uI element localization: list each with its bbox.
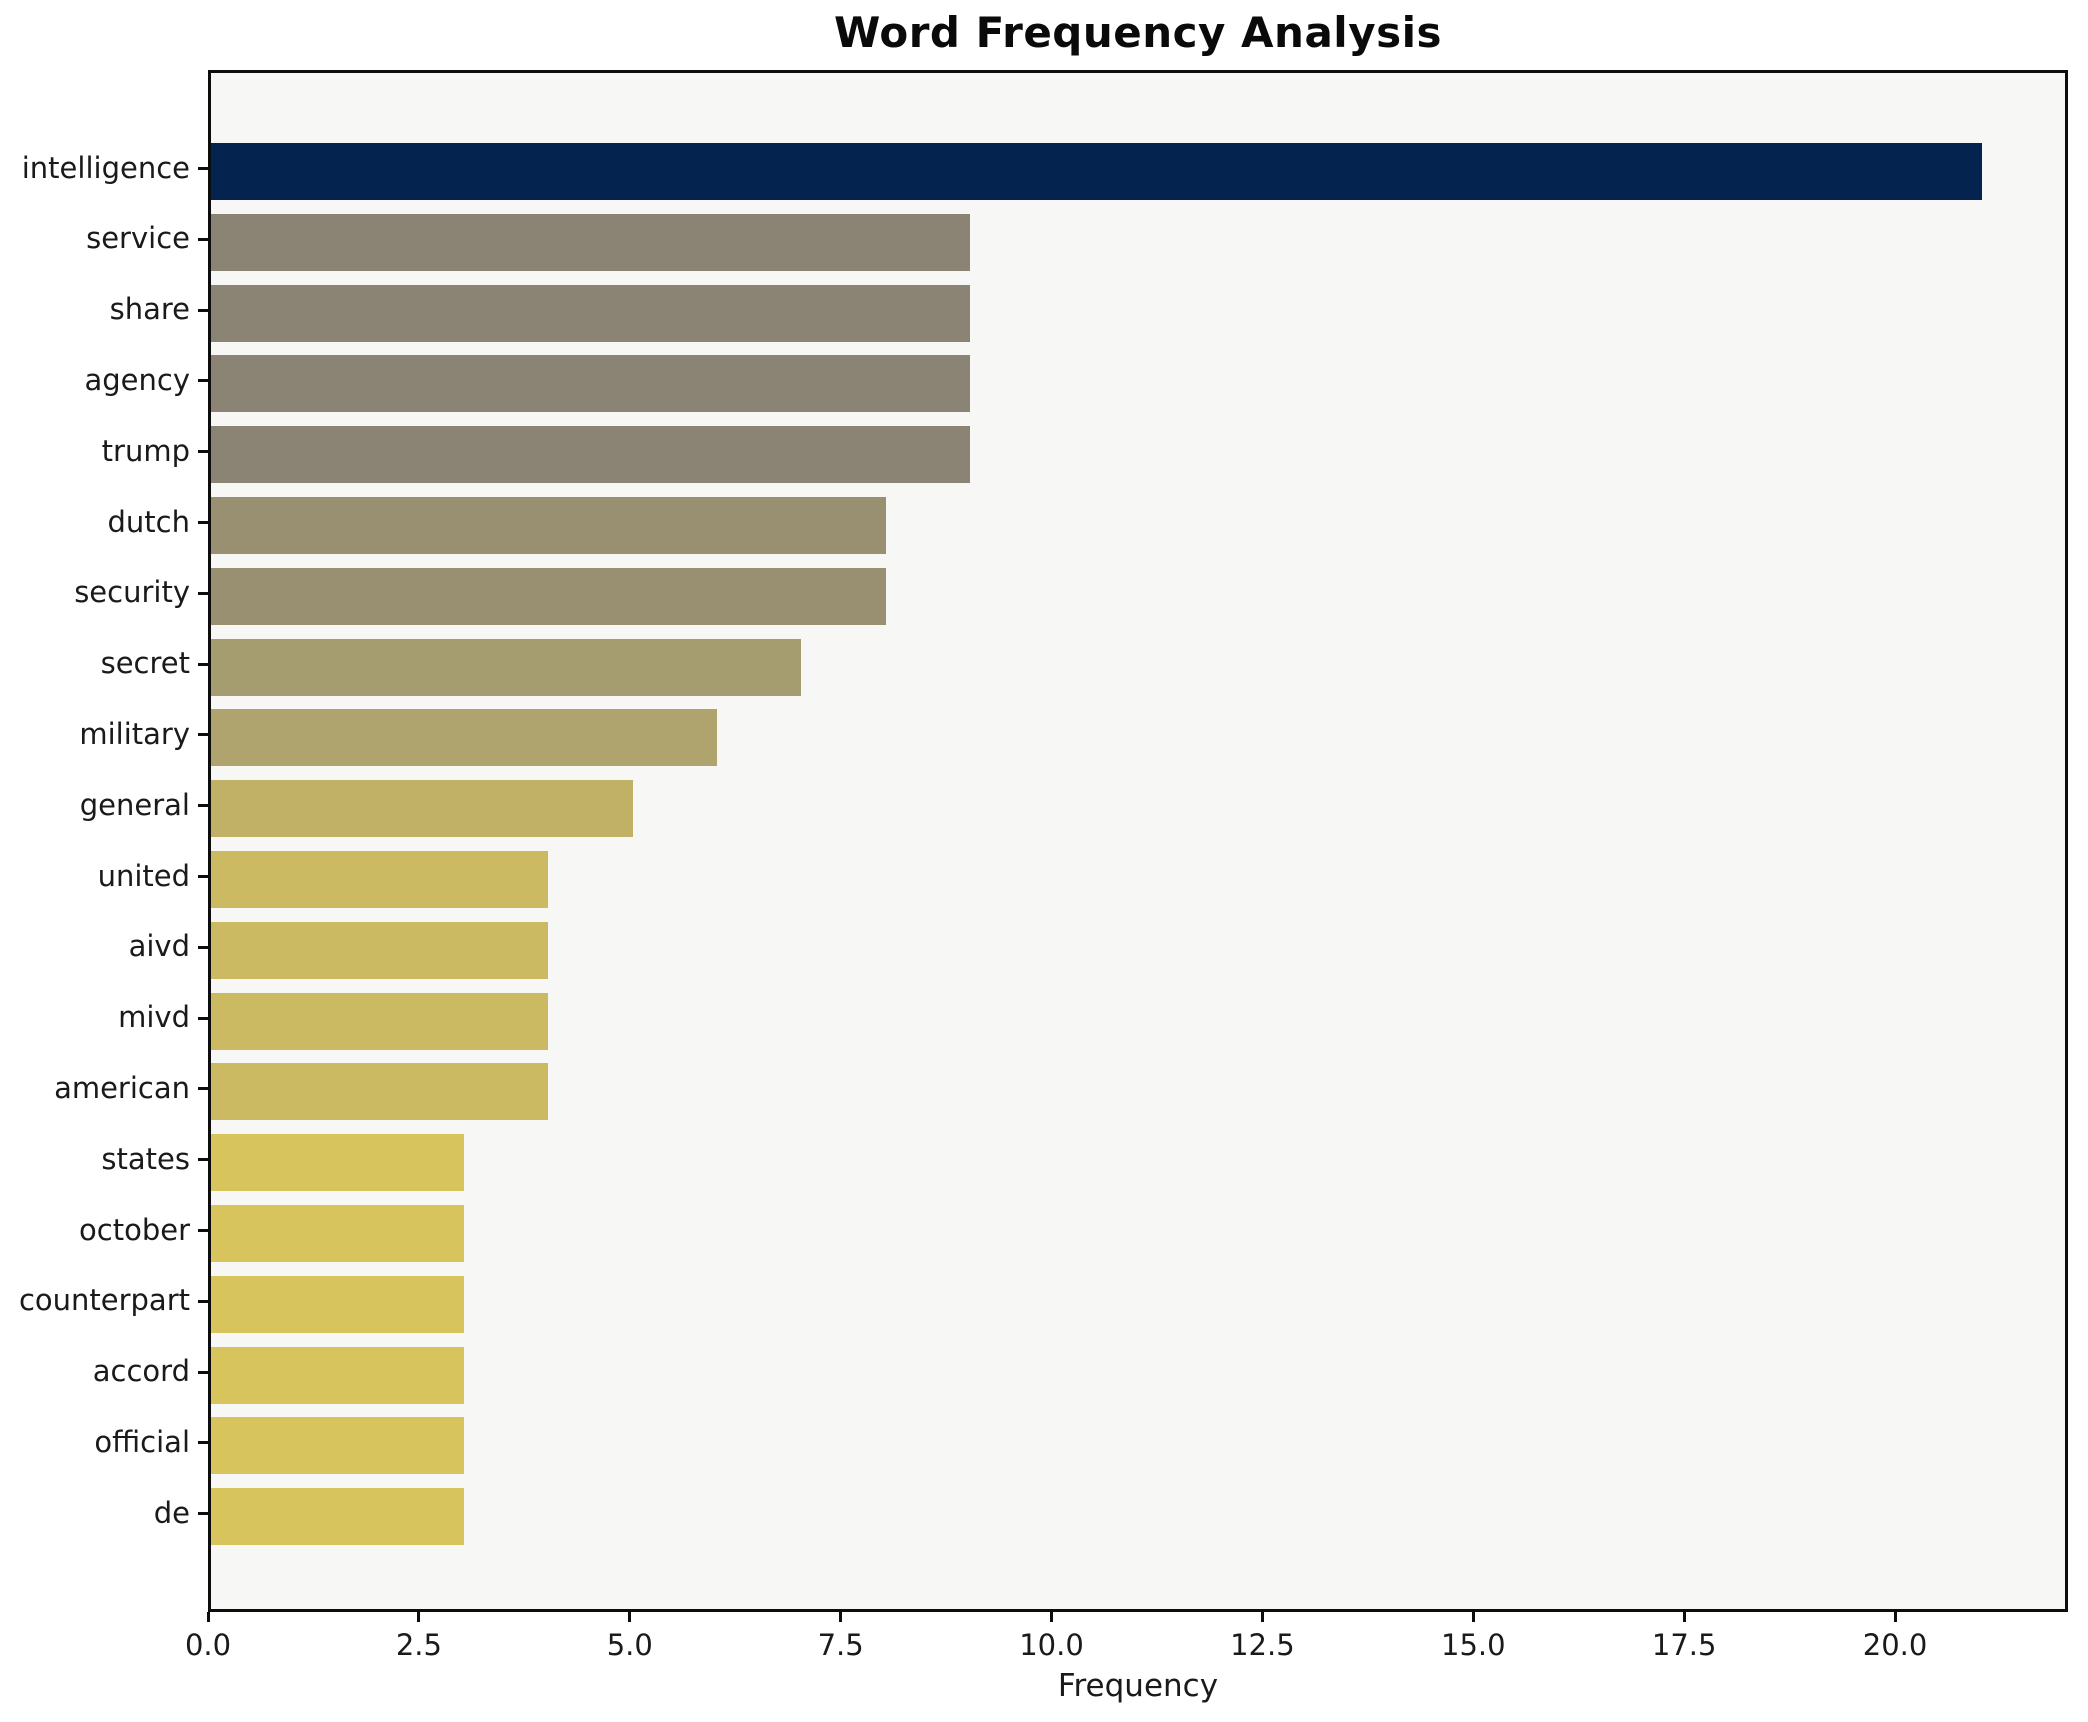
x-tick-12.5 xyxy=(1260,1612,1264,1622)
y-tick-aivd xyxy=(198,945,208,949)
y-tick-mivd xyxy=(198,1016,208,1020)
bar-accord xyxy=(211,1346,465,1404)
x-tick-label-12.5: 12.5 xyxy=(1230,1628,1295,1662)
y-tick-states xyxy=(198,1158,208,1162)
x-tick-label-5.0: 5.0 xyxy=(606,1628,653,1662)
x-tick-label-2.5: 2.5 xyxy=(395,1628,442,1662)
bar-dutch xyxy=(211,497,886,554)
bar-intelligence xyxy=(211,143,1983,200)
y-tick-label-american: american xyxy=(54,1070,190,1105)
y-tick-security xyxy=(198,591,208,595)
y-tick-military xyxy=(198,733,208,737)
y-tick-october xyxy=(198,1229,208,1232)
bar-october xyxy=(211,1205,465,1262)
bar-aivd xyxy=(211,921,549,979)
bar-security xyxy=(211,567,886,625)
y-tick-united xyxy=(198,875,208,878)
y-tick-label-united: united xyxy=(97,858,190,893)
y-tick-service xyxy=(198,237,208,241)
x-tick-label-20.0: 20.0 xyxy=(1862,1628,1928,1662)
y-tick-label-general: general xyxy=(79,787,190,822)
bar-official xyxy=(211,1417,465,1475)
y-tick-label-trump: trump xyxy=(101,433,190,468)
y-tick-official xyxy=(198,1441,208,1445)
bar-de xyxy=(211,1488,465,1546)
bar-agency xyxy=(211,355,971,413)
x-tick-15.0 xyxy=(1471,1612,1475,1622)
x-tick-label-15.0: 15.0 xyxy=(1441,1628,1506,1662)
y-tick-label-intelligence: intelligence xyxy=(21,150,190,185)
x-tick-label-10.0: 10.0 xyxy=(1019,1628,1084,1662)
bar-trump xyxy=(211,426,971,484)
y-tick-agency xyxy=(198,379,208,383)
bar-general xyxy=(211,780,633,838)
bar-military xyxy=(211,709,718,767)
bar-united xyxy=(211,851,549,908)
x-tick-7.5 xyxy=(839,1612,843,1622)
x-tick-0.0 xyxy=(206,1612,210,1622)
y-tick-intelligence xyxy=(198,167,208,170)
y-tick-label-accord: accord xyxy=(92,1354,190,1389)
y-tick-label-october: october xyxy=(79,1212,190,1247)
bar-counterpart xyxy=(211,1275,465,1333)
bar-share xyxy=(211,284,971,342)
y-tick-label-service: service xyxy=(86,221,190,256)
y-tick-accord xyxy=(198,1370,208,1374)
bar-states xyxy=(211,1134,465,1192)
bar-american xyxy=(211,1063,549,1121)
y-tick-de xyxy=(198,1512,208,1516)
bar-service xyxy=(211,213,971,271)
x-tick-17.5 xyxy=(1682,1612,1686,1622)
y-tick-share xyxy=(198,308,208,312)
x-tick-5.0 xyxy=(628,1612,632,1622)
x-tick-label-17.5: 17.5 xyxy=(1651,1628,1717,1662)
bar-secret xyxy=(211,638,802,696)
y-tick-american xyxy=(198,1087,208,1091)
y-tick-trump xyxy=(198,450,208,454)
y-tick-label-dutch: dutch xyxy=(107,504,190,539)
y-tick-general xyxy=(198,804,208,808)
y-tick-secret xyxy=(198,662,208,666)
x-tick-10.0 xyxy=(1050,1612,1054,1622)
y-tick-dutch xyxy=(198,521,208,524)
y-tick-label-military: military xyxy=(79,716,190,751)
y-tick-label-official: official xyxy=(94,1424,190,1459)
y-tick-label-aivd: aivd xyxy=(128,929,190,964)
y-tick-label-security: security xyxy=(74,575,190,610)
y-tick-label-agency: agency xyxy=(84,362,190,397)
y-tick-label-secret: secret xyxy=(100,646,190,681)
x-tick-label-0.0: 0.0 xyxy=(184,1628,232,1662)
x-axis-label: Frequency xyxy=(1057,1668,1219,1704)
chart-title: Word Frequency Analysis xyxy=(834,8,1442,57)
y-tick-label-counterpart: counterpart xyxy=(18,1283,190,1318)
y-tick-label-mivd: mivd xyxy=(118,1000,190,1035)
y-tick-counterpart xyxy=(198,1299,208,1303)
y-tick-label-share: share xyxy=(109,292,190,327)
y-tick-label-states: states xyxy=(101,1141,190,1176)
plot-area xyxy=(208,70,2068,1612)
bar-mivd xyxy=(211,992,549,1050)
x-tick-2.5 xyxy=(417,1612,421,1622)
x-tick-20.0 xyxy=(1893,1612,1897,1622)
x-tick-label-7.5: 7.5 xyxy=(817,1628,864,1662)
y-tick-label-de: de xyxy=(153,1495,190,1530)
